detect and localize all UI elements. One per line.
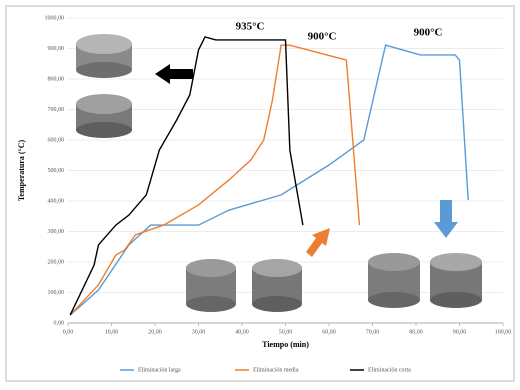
x-axis-title: Tiempo (min) (262, 340, 309, 349)
y-tick-label: 1000,00 (45, 15, 65, 21)
annotation: 935°C (236, 21, 265, 33)
y-axis-title: Temperatura (°C) (17, 140, 26, 202)
y-tick-label: 200,00 (48, 259, 65, 265)
y-tick-label: 700,00 (48, 107, 65, 113)
x-tick-label: 40,00 (235, 329, 249, 335)
x-tick-label: 30,00 (192, 329, 206, 335)
x-tick-label: 50,00 (279, 329, 293, 335)
y-tick-label: 900,00 (48, 46, 65, 52)
x-tick-label: 90,00 (453, 329, 467, 335)
y-tick-label: 800,00 (48, 76, 65, 82)
x-tick-label: 0,00 (63, 329, 74, 335)
x-tick-label: 20,00 (148, 329, 162, 335)
x-tick-label: 80,00 (409, 329, 423, 335)
x-tick-label: 70,00 (366, 329, 380, 335)
sample-photo (76, 34, 132, 78)
y-tick-label: 600,00 (48, 137, 65, 143)
legend-label: Eliminación corta (368, 367, 411, 373)
chart: 0,00 100,00 200,00 300,00 400,00 500,00 600,00… (0, 0, 520, 385)
y-tick-label: 300,00 (48, 229, 65, 235)
y-tick-label: 400,00 (48, 198, 65, 204)
sample-photo (252, 259, 302, 312)
legend-label: Eliminación media (253, 367, 299, 373)
y-tick-label: 100,00 (48, 290, 65, 296)
sample-photo (186, 259, 236, 312)
legend-label: Eliminación larga (138, 367, 181, 373)
annotation: 900°C (414, 27, 443, 39)
annotation: 900°C (308, 31, 337, 43)
y-tick-label: 0,00 (54, 320, 65, 326)
sample-photo (430, 253, 482, 308)
sample-photo (76, 94, 132, 138)
x-tick-label: 10,00 (105, 329, 119, 335)
x-tick-label: 60,00 (322, 329, 336, 335)
x-tick-label: 100,00 (495, 329, 512, 335)
y-tick-label: 500,00 (48, 168, 65, 174)
sample-photo (368, 253, 420, 308)
